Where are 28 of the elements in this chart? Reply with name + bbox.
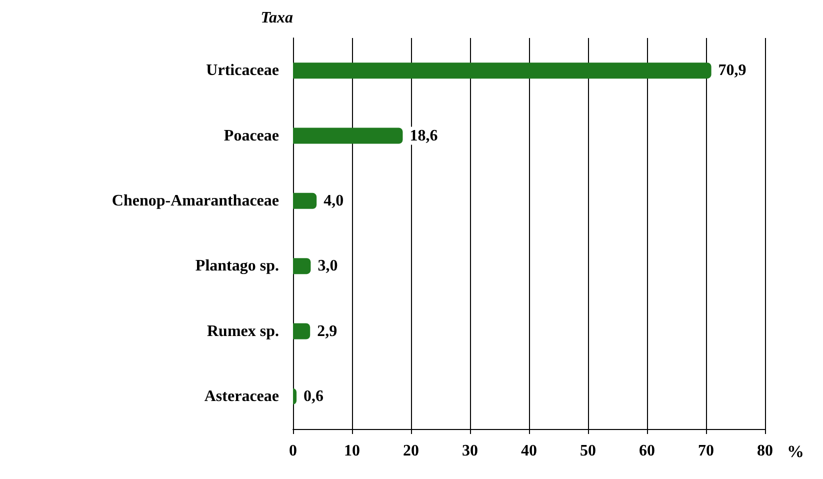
x-tick-label: 60 <box>639 442 655 460</box>
x-tick-label: 10 <box>344 442 360 460</box>
x-tick-label: 20 <box>403 442 419 460</box>
bar <box>293 323 310 340</box>
data-label: 70,9 <box>718 62 746 80</box>
data-label: 4,0 <box>324 192 344 210</box>
data-label: 0,6 <box>304 388 324 405</box>
x-axis-title: % <box>787 442 804 461</box>
x-tick-label: 70 <box>698 442 714 460</box>
x-tick-label: 0 <box>289 442 297 460</box>
y-axis-title: Taxa <box>260 10 293 26</box>
bar <box>293 62 712 79</box>
data-label: 18,6 <box>410 127 438 144</box>
y-tick-label: Plantago sp. <box>195 258 279 275</box>
x-tick-label: 80 <box>757 442 773 460</box>
data-label: 3,0 <box>318 258 338 275</box>
y-tick-label: Asteraceae <box>204 388 279 405</box>
x-tick-label: 40 <box>521 442 537 460</box>
bar <box>293 258 311 274</box>
y-tick-label: Rumex sp. <box>206 322 279 340</box>
bar <box>293 192 317 209</box>
y-tick-label: Chenop-Amaranthaceae <box>112 192 279 210</box>
x-tick-label: 50 <box>580 442 596 460</box>
y-tick-label: Urticaceae <box>206 62 279 80</box>
x-tick-label: 30 <box>462 442 478 460</box>
data-label: 2,9 <box>317 322 338 340</box>
bar <box>293 128 403 144</box>
y-tick-label: Poaceae <box>224 127 279 144</box>
